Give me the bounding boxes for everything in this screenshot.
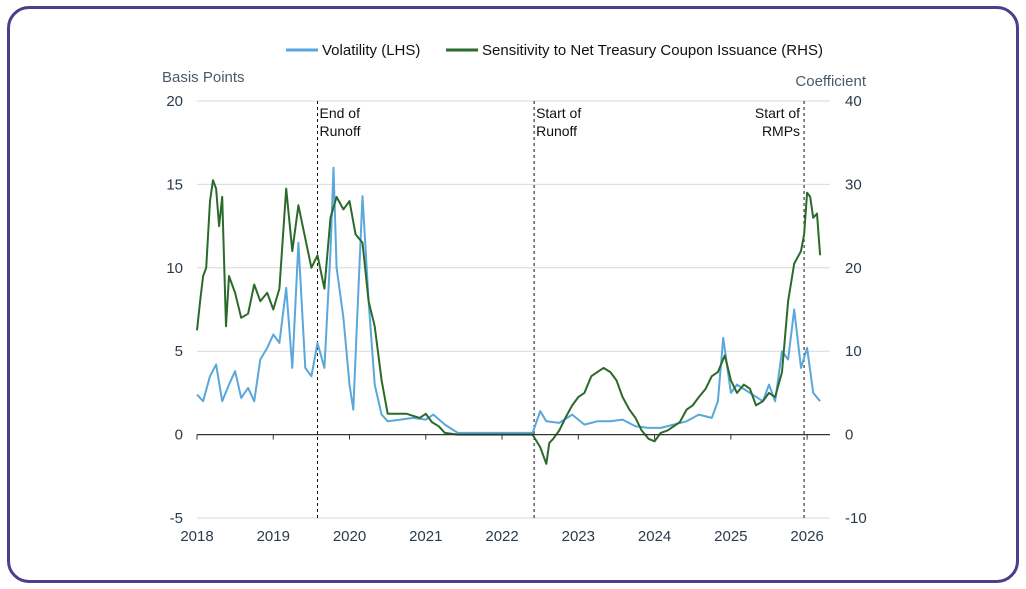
series-line-volatility [196, 166, 821, 434]
left-tick-label: 0 [175, 427, 183, 444]
x-tick-label: 2025 [714, 528, 747, 545]
left-axis-label: Basis Points [162, 69, 245, 86]
axis-layer: -5 0 5 10 15 20 -10 0 10 20 30 40 2018 2019 2020 2021 20… [166, 93, 866, 545]
annotation-layer: End of Runoff Start of Runoff Start of RMPs [316, 101, 805, 518]
left-tick-label: 10 [166, 260, 183, 277]
legend: Volatility (LHS) Sensitivity to Net Trea… [286, 42, 823, 59]
right-axis-label: Coefficient [795, 73, 866, 90]
legend-label-sensitivity: Sensitivity to Net Treasury Coupon Issua… [482, 42, 823, 59]
left-tick-label: 5 [175, 343, 183, 360]
annotation-label-line1: Start of [755, 105, 800, 121]
x-tick-label: 2021 [409, 528, 442, 545]
left-tick-label: 20 [166, 93, 183, 110]
x-tick-label: 2019 [257, 528, 290, 545]
right-tick-label: 30 [845, 176, 862, 193]
x-tick-label: 2018 [180, 528, 213, 545]
series-layer [196, 166, 822, 465]
right-tick-label: 20 [845, 260, 862, 277]
grid-layer [197, 100, 830, 519]
left-tick-label: 15 [166, 176, 183, 193]
right-tick-label: 0 [845, 427, 853, 444]
annotation-label-line2: RMPs [762, 123, 800, 139]
right-tick-label: -10 [845, 510, 867, 527]
series-line-sensitivity [196, 179, 822, 465]
annotation-label-line1: End of [319, 105, 360, 121]
chart-frame [7, 6, 1019, 583]
x-tick-label: 2022 [485, 528, 518, 545]
annotation-label-line1: Start of [536, 105, 581, 121]
left-tick-label: -5 [170, 510, 183, 527]
x-tick-label: 2024 [638, 528, 671, 545]
right-tick-label: 10 [845, 343, 862, 360]
x-tick-label: 2026 [790, 528, 823, 545]
annotation-label-line2: Runoff [319, 123, 360, 139]
legend-label-volatility: Volatility (LHS) [322, 42, 420, 59]
x-tick-label: 2023 [562, 528, 595, 545]
annotation-label-line2: Runoff [536, 123, 577, 139]
x-tick-label: 2020 [333, 528, 366, 545]
right-tick-label: 40 [845, 93, 862, 110]
